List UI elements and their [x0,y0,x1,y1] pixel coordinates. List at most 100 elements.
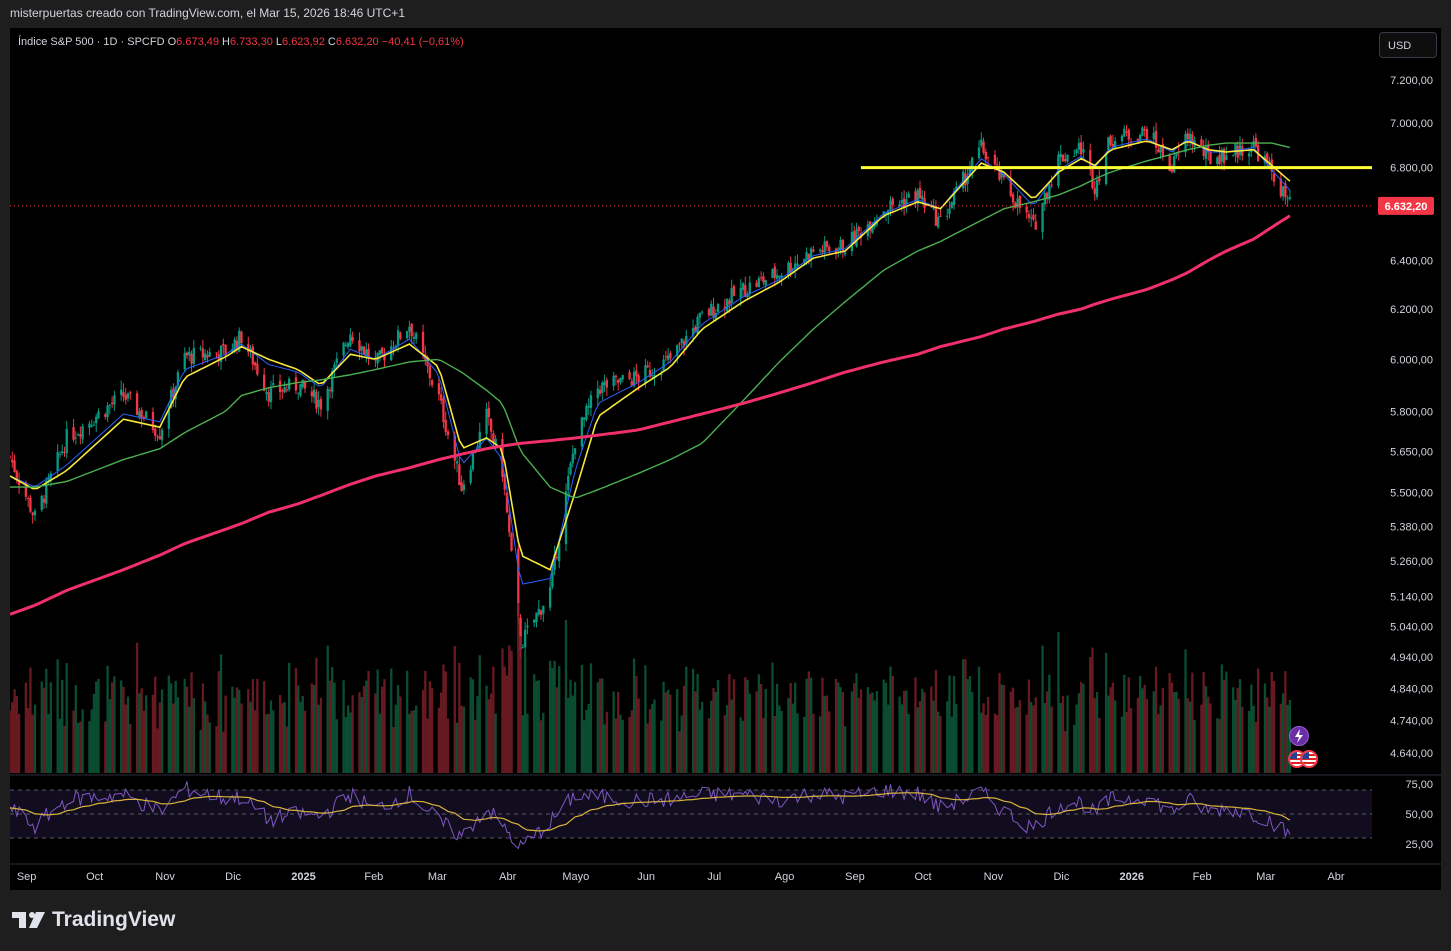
volume-bar [1104,652,1108,773]
volume-bar [381,686,384,773]
candle-body [573,448,577,455]
volume-bar [474,719,477,773]
volume-bar [10,710,12,773]
chart-area[interactable]: 7.200,00 7.000,00 6.800,00 6.400,00 6.200,00… [10,28,1441,890]
volume-bar [805,678,808,773]
candle-body [58,454,62,456]
volume-bar [269,700,273,773]
candle-body [759,277,763,279]
volume-bar [1222,679,1226,773]
candle-body [762,276,765,283]
volume-bar [185,686,189,773]
candle-body [154,428,157,437]
candle-body [1032,214,1035,220]
volume-bar [834,678,838,773]
candle-body [787,262,790,277]
volume-bar [1157,714,1160,773]
volume-bar [853,683,856,773]
candle-body [651,375,654,377]
volume-bar [637,698,640,773]
volume-bar [351,695,354,773]
candle-body [72,427,75,440]
candle-body [26,498,30,500]
candle-body [803,259,806,263]
volume-bar [1202,672,1205,773]
time-axis-tick: Oct [914,871,931,883]
volume-bar [106,665,109,773]
volume-bar [251,679,254,773]
candle-body [1207,145,1210,153]
candle-body [1041,202,1044,232]
candle-body [358,340,361,352]
lightning-icon[interactable] [1289,726,1309,746]
volume-bar [1025,714,1028,773]
candle-body [65,428,68,453]
volume-bar [1034,697,1037,773]
candle-body [612,375,615,386]
volume-bar [442,664,445,773]
tradingview-logo[interactable]: TradingView [12,908,175,932]
candle-body [233,339,236,352]
candle-body [42,498,46,503]
price-chart-svg[interactable]: 7.200,00 7.000,00 6.800,00 6.400,00 6.200,00… [10,28,1441,890]
volume-bar [58,718,62,773]
candle-body [732,286,736,296]
candle-body [850,231,854,252]
candle-body [469,469,472,483]
volume-bar [986,696,990,773]
candle-body [79,434,82,437]
volume-bar [676,689,679,773]
volume-bar [349,712,352,773]
candle-body [700,311,704,313]
volume-bar [905,690,908,773]
volume-bar [1009,691,1012,773]
volume-bar [589,663,593,773]
volume-bar [841,692,845,773]
candle-body [1204,147,1208,159]
volume-bar [1109,687,1112,773]
volume-bar [1145,699,1149,773]
volume-bar [174,680,177,773]
candle-body [269,387,273,403]
volume-bar [396,685,400,773]
candle-body [1184,133,1187,153]
candle-body [297,392,300,394]
volume-bar [312,684,316,773]
candle-body [349,334,352,346]
volume-bar [984,714,987,773]
currency-button[interactable]: USD [1379,32,1437,58]
candle-body [755,282,758,287]
volume-bar [900,704,904,773]
volume-bar [839,687,842,773]
candle-body [315,391,318,409]
candle-body [90,425,93,427]
volume-bar [1129,708,1133,773]
candle-body [88,423,91,428]
last-price-label: 6.632,20 [1385,201,1428,213]
candle-body [106,405,109,418]
volume-bar [678,731,681,773]
us-flag-icon-2[interactable] [1300,750,1318,768]
candle-body [916,189,919,204]
volume-bar [921,688,924,773]
volume-bar [31,714,34,773]
candle-body [526,625,529,628]
candle-body [1093,188,1096,194]
volume-bar [281,703,284,773]
instrument-title[interactable]: Índice S&P 500 · 1D · SPCFD [18,36,165,48]
candle-body [238,330,241,352]
volume-bar [346,705,350,773]
price-axis-tick: 5.040,00 [1390,621,1433,633]
volume-bar [224,695,227,773]
volume-bar [598,678,602,773]
volume-bar [335,719,338,773]
volume-bar [471,679,475,773]
volume-bar [1138,675,1142,773]
candle-body [331,370,334,393]
candle-body [224,344,227,356]
volume-bar [891,675,894,773]
volume-bar [485,685,488,773]
candle-body [587,405,590,408]
volume-bar [333,682,336,773]
candle-body [1252,141,1255,148]
